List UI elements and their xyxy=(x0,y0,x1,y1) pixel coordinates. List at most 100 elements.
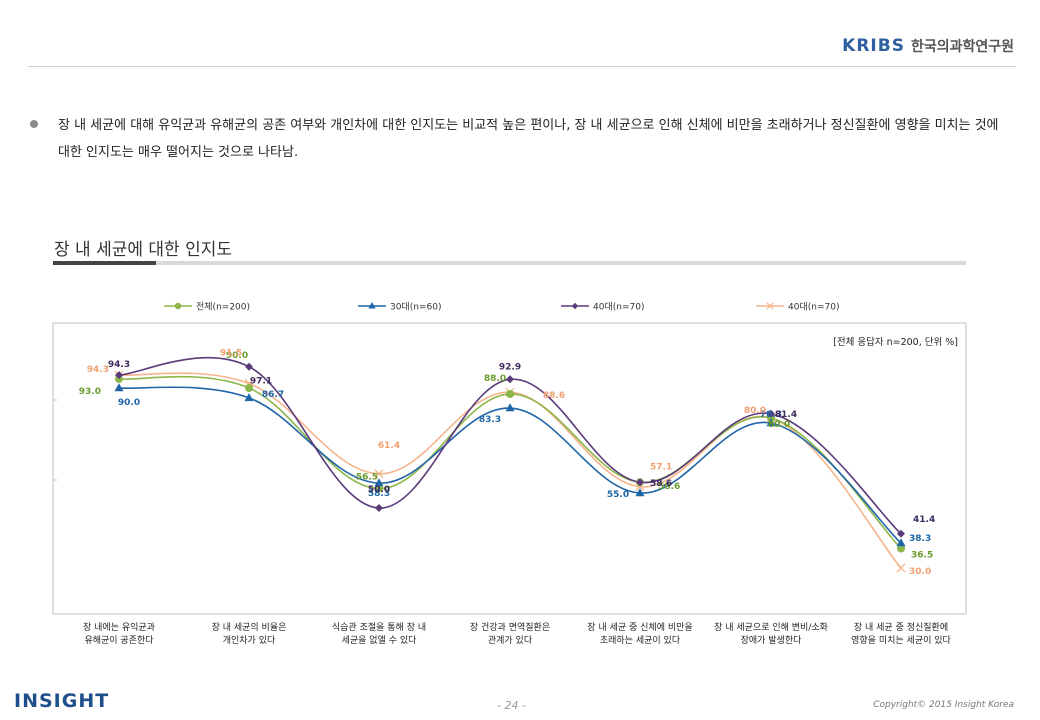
data-label: 30.0 xyxy=(909,567,931,577)
header-logo: KRIBS 한국의과학연구원 xyxy=(842,36,1014,56)
data-label: 86.7 xyxy=(262,390,284,400)
data-point-x xyxy=(766,302,774,310)
data-point-circle xyxy=(245,384,253,392)
data-point-triangle xyxy=(368,302,376,309)
x-category-label-line: 개인차가 있다 xyxy=(223,634,276,646)
data-point-x-stroke xyxy=(896,563,906,573)
chart-title: 장 내 세균에 대한 인지도 xyxy=(54,240,233,260)
data-label: 88.6 xyxy=(543,391,565,401)
x-category-label-line: 영향을 미치는 세균이 있다 xyxy=(851,634,951,646)
data-label: 94.3 xyxy=(87,365,109,375)
data-label: 80.0 xyxy=(768,420,790,430)
data-point-circle xyxy=(506,390,514,398)
x-category-label-line: 장 내에는 유익균과 xyxy=(83,621,155,633)
data-label: 80.0 xyxy=(744,406,766,416)
data-point-diamond xyxy=(115,371,123,380)
x-category-label-line: 장애가 발생한다 xyxy=(741,635,803,646)
data-point-circle xyxy=(174,302,182,310)
data-label: 93.0 xyxy=(79,387,101,397)
legend-label: 40대(n=70) xyxy=(593,302,644,313)
plot-area-frame xyxy=(52,322,967,615)
data-point-triangle xyxy=(374,478,384,487)
insight-logo: INSIGHT xyxy=(14,690,110,712)
bullet-icon xyxy=(30,120,38,128)
summary-text: 장 내 세균에 대해 유익균과 유해균의 공존 여부와 개인차에 대한 인지도는… xyxy=(58,118,999,160)
data-point-triangle xyxy=(244,393,254,402)
x-category-label-line: 장 내 세균 중 정신질환에 xyxy=(854,621,948,633)
kribs-logo: KRIBS xyxy=(842,36,905,56)
data-label: 97.1 xyxy=(250,377,272,387)
data-label: 58.6 xyxy=(658,482,680,492)
legend-item: 30대(n=60) xyxy=(358,302,441,313)
data-point-x-stroke xyxy=(766,302,774,310)
data-point-diamond xyxy=(375,504,383,512)
x-category-label-line: 장 내 세균의 비율은 xyxy=(212,622,287,633)
series-line xyxy=(118,375,902,550)
x-category-label-line: 관계가 있다 xyxy=(488,634,533,646)
data-point-diamond xyxy=(506,375,514,384)
data-point-x-stroke xyxy=(374,469,384,479)
data-point-diamond xyxy=(767,409,775,418)
data-point-triangle xyxy=(896,538,906,547)
data-label: 81.4 xyxy=(775,410,797,420)
data-label: 92.9 xyxy=(499,362,521,372)
data-label: 83.3 xyxy=(479,415,501,425)
x-category-label-line: 장 내 세균 중 신체에 비만을 xyxy=(587,622,692,633)
data-point-circle xyxy=(897,544,905,553)
x-category-label-line: 장 건강과 면역질환은 xyxy=(470,621,550,633)
data-label: 56.5 xyxy=(356,473,378,483)
data-label: 61.4 xyxy=(378,441,400,451)
data-label: 58.3 xyxy=(368,489,390,499)
data-point-triangle xyxy=(505,403,515,412)
data-label: 55.0 xyxy=(607,490,629,500)
data-label: 41.4 xyxy=(913,515,935,525)
series-line xyxy=(118,372,902,569)
x-category-label-line: 세균을 없앨 수 있다 xyxy=(342,634,418,646)
data-label: 90.0 xyxy=(226,351,248,361)
data-point-diamond xyxy=(245,362,253,371)
data-point-diamond xyxy=(636,478,644,487)
data-label: 57.1 xyxy=(650,463,672,473)
data-point-circle xyxy=(375,484,383,493)
data-point-triangle xyxy=(114,383,124,392)
data-label: 58.6 xyxy=(650,479,672,489)
legend-label: 40대(n=70) xyxy=(788,302,839,313)
data-label: 38.3 xyxy=(909,534,931,544)
data-point-diamond xyxy=(897,529,905,538)
legend-item: 40대(n=70) xyxy=(561,302,644,313)
legend-label: 전체(n=200) xyxy=(196,302,250,313)
data-point-diamond xyxy=(571,302,579,310)
data-label: 78.3 xyxy=(760,410,782,420)
data-label: 91.5 xyxy=(220,349,242,359)
data-label: 90.0 xyxy=(118,398,140,408)
data-label: 94.3 xyxy=(108,360,130,370)
chart-title-underline-accent xyxy=(53,261,156,265)
copyright-text: Copyright© 2015 Insight Korea xyxy=(873,700,1014,710)
chart-title-underline xyxy=(53,261,966,265)
data-point-triangle xyxy=(635,488,645,497)
organization-name: 한국의과학연구원 xyxy=(910,39,1014,55)
data-label: 50.0 xyxy=(368,485,390,495)
legend-item: 전체(n=200) xyxy=(164,302,250,313)
x-category-label-line: 장 내 세균으로 인해 변비/소화 xyxy=(714,622,828,633)
header-divider xyxy=(28,66,1016,67)
x-category-label-line: 유해균이 공존한다 xyxy=(84,635,154,646)
data-point-triangle xyxy=(766,418,776,427)
data-point-x xyxy=(374,469,384,479)
legend-label: 30대(n=60) xyxy=(390,302,441,313)
legend-item: 40대(n=70) xyxy=(756,302,839,313)
data-point-x xyxy=(896,563,906,573)
data-point-circle xyxy=(767,414,775,422)
chart-note: [전체 응답자 n=200, 단위 %] xyxy=(833,336,958,348)
data-label: 88.0 xyxy=(484,374,506,384)
x-category-label-line: 초래하는 세균이 있다 xyxy=(600,634,681,646)
x-category-label-line: 식습관 조절을 통해 장 내 xyxy=(332,621,426,633)
